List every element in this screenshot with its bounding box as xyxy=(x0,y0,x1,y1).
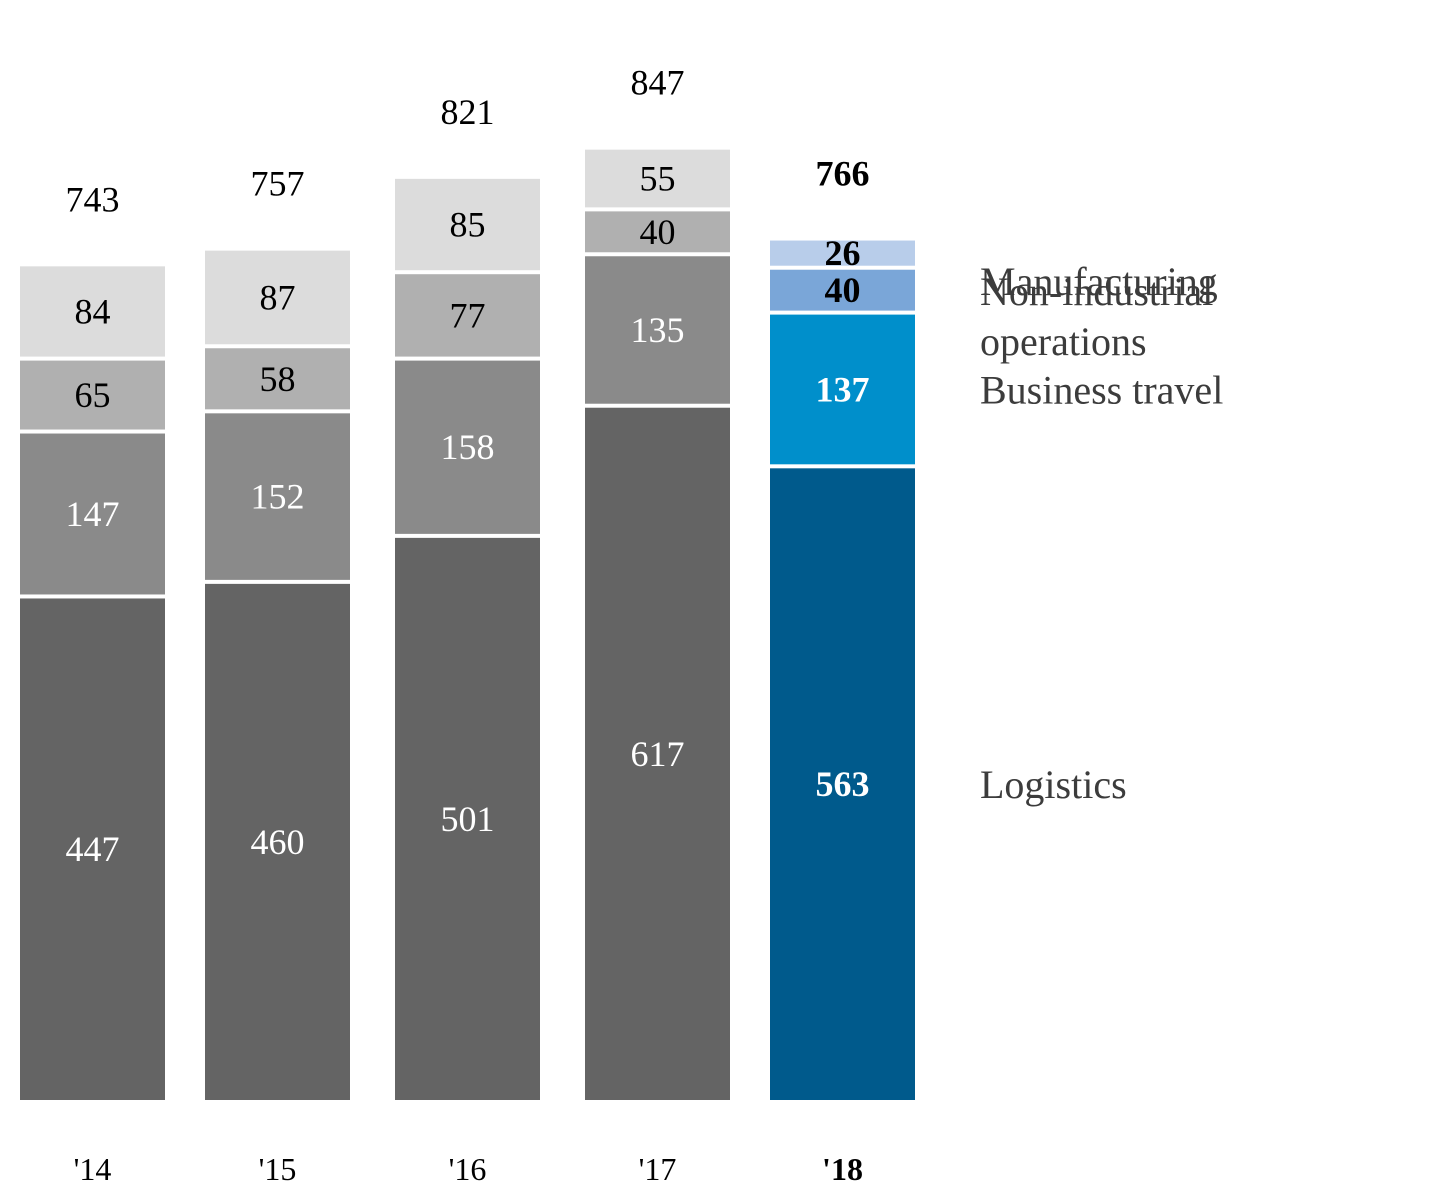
bar-segment-business-travel-3 xyxy=(585,256,730,404)
x-tick-label: '18 xyxy=(822,1151,863,1187)
segment-value-label: 55 xyxy=(640,159,676,199)
segment-value-label: 460 xyxy=(251,822,305,862)
bar-segment-manufacturing-1 xyxy=(205,250,350,345)
segment-value-label: 87 xyxy=(260,277,296,317)
legend-item-business-travel: Business travel xyxy=(980,367,1223,412)
segment-value-label: 447 xyxy=(66,829,120,869)
bar-segment-non-industrial-operations-0 xyxy=(20,360,165,430)
bar-segment-business-travel-0 xyxy=(20,433,165,595)
bar-segment-non-industrial-operations-4 xyxy=(770,269,915,311)
segment-value-label: 40 xyxy=(640,212,676,252)
bar-segment-manufacturing-3 xyxy=(585,149,730,208)
total-value-label: 757 xyxy=(251,164,305,204)
segment-value-label: 501 xyxy=(441,799,495,839)
bar-segment-logistics-1 xyxy=(205,583,350,1100)
segment-value-label: 65 xyxy=(75,375,111,415)
total-value-label: 743 xyxy=(66,179,120,219)
x-tick-label: '15 xyxy=(259,1151,297,1187)
x-tick-label: '16 xyxy=(449,1151,487,1187)
bar-segment-manufacturing-4 xyxy=(770,240,915,266)
bar-segment-logistics-2 xyxy=(395,537,540,1100)
bar-segment-non-industrial-operations-2 xyxy=(395,274,540,357)
bar-segment-business-travel-1 xyxy=(205,413,350,580)
legend-item-manufacturing: Manufacturing xyxy=(980,259,1218,304)
segment-value-label: 40 xyxy=(825,270,861,310)
segment-value-label: 147 xyxy=(66,494,120,534)
segment-value-label: 84 xyxy=(75,291,111,331)
total-value-label: 821 xyxy=(441,92,495,132)
bar-segment-manufacturing-0 xyxy=(20,266,165,357)
segment-value-label: 158 xyxy=(441,427,495,467)
bar-segment-business-travel-2 xyxy=(395,360,540,534)
total-value-label: 847 xyxy=(631,63,685,103)
segment-value-label: 563 xyxy=(816,764,870,804)
legend-item-logistics: Logistics xyxy=(980,762,1127,807)
segment-value-label: 58 xyxy=(260,359,296,399)
segment-value-label: 617 xyxy=(631,734,685,774)
bar-segment-business-travel-4 xyxy=(770,314,915,465)
x-tick-label: '14 xyxy=(74,1151,112,1187)
legend-item-non-industrial-operations: Non-industrial operations xyxy=(980,269,1213,364)
bar-segment-logistics-3 xyxy=(585,407,730,1100)
segment-value-label: 85 xyxy=(450,205,486,245)
segment-value-label: 77 xyxy=(450,295,486,335)
segment-value-label: 152 xyxy=(251,477,305,517)
total-value-label: 766 xyxy=(816,154,870,194)
bar-segment-non-industrial-operations-3 xyxy=(585,211,730,253)
segment-value-label: 137 xyxy=(816,369,870,409)
bar-segment-logistics-4 xyxy=(770,468,915,1101)
bar-segment-non-industrial-operations-1 xyxy=(205,348,350,410)
bar-segment-manufacturing-2 xyxy=(395,178,540,271)
segment-value-label: 26 xyxy=(825,233,861,273)
segment-value-label: 135 xyxy=(631,310,685,350)
x-tick-label: '17 xyxy=(639,1151,677,1187)
bar-segment-logistics-0 xyxy=(20,598,165,1100)
